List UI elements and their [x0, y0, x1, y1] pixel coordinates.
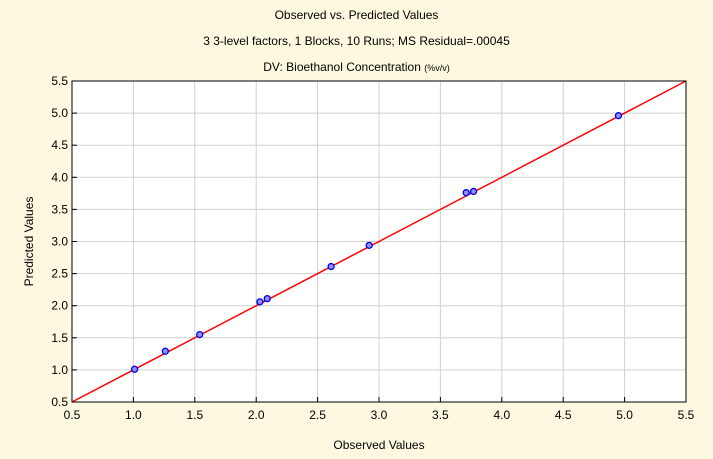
x-axis-label: Observed Values — [333, 438, 424, 452]
x-tick-label: 2.0 — [248, 408, 265, 422]
chart-title: Observed vs. Predicted Values — [274, 8, 439, 22]
y-tick-label: 4.0 — [51, 170, 68, 184]
x-tick-label: 4.5 — [555, 408, 572, 422]
data-point — [614, 112, 623, 120]
x-tick-label: 5.5 — [678, 408, 695, 422]
y-tick-label: 4.5 — [51, 138, 68, 152]
data-point — [130, 365, 139, 373]
data-point — [462, 189, 470, 197]
y-axis-label: Predicted Values — [22, 197, 36, 287]
x-tick-label: 3.0 — [371, 408, 388, 422]
x-tick-label: 4.0 — [493, 408, 510, 422]
data-point — [365, 241, 373, 250]
y-tick-label: 5.0 — [51, 106, 68, 120]
y-tick-label: 1.5 — [51, 331, 68, 345]
x-tick-label: 0.5 — [64, 408, 81, 422]
dependent-variable-name: DV: Bioethanol Concentration — [263, 60, 421, 74]
dependent-variable-unit: (%v/v) — [424, 63, 450, 73]
x-tick-label: 2.5 — [309, 408, 326, 422]
y-tick-label: 2.0 — [51, 299, 68, 313]
data-point — [161, 347, 169, 355]
data-point — [469, 187, 478, 196]
y-tick-label: 2.5 — [51, 267, 68, 281]
data-point — [256, 298, 264, 306]
y-tick-label: 3.0 — [51, 235, 68, 249]
x-tick-label: 1.0 — [125, 408, 142, 422]
data-point — [196, 330, 204, 339]
fit-line-group — [71, 80, 687, 403]
y-tick-label: 5.5 — [51, 74, 68, 88]
x-tick-label: 1.5 — [186, 408, 203, 422]
data-point — [263, 294, 271, 303]
y-tick-label: 3.5 — [51, 202, 68, 216]
x-tick-label: 3.5 — [432, 408, 449, 422]
data-point — [327, 262, 335, 271]
data-points — [130, 112, 623, 373]
x-tick-label: 5.0 — [616, 408, 633, 422]
y-axis-ticks: 0.5 1.0 1.5 2.0 2.5 3.0 3.5 4.0 4.5 5.0 5.5 — [51, 74, 77, 409]
fit-line — [71, 80, 687, 403]
y-tick-label: 1.0 — [51, 363, 68, 377]
dependent-variable-label: DV: Bioethanol Concentration (%v/v) — [0, 60, 713, 74]
chart-subtitle: 3 3-level factors, 1 Blocks, 10 Runs; MS… — [203, 34, 510, 48]
x-axis-ticks: 0.5 1.0 1.5 2.0 2.5 3.0 3.5 4.0 4.5 5.0 5.5 — [64, 397, 695, 422]
y-tick-label: 0.5 — [51, 395, 68, 409]
